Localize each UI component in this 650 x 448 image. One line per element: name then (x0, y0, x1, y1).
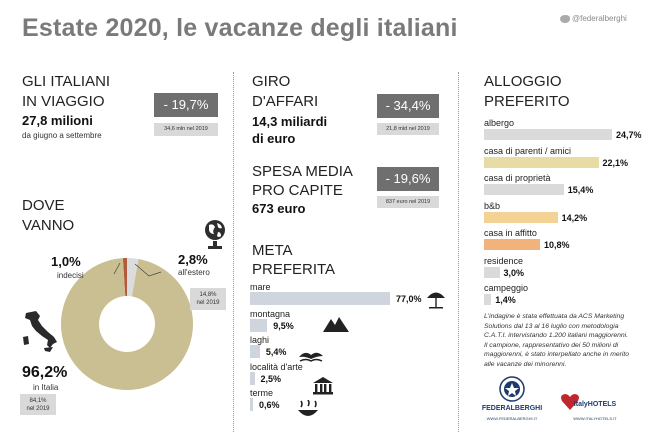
italia-value: 96,2% (22, 364, 68, 381)
twitter-handle-text: @federalberghi (572, 14, 627, 23)
spesa-change-badge: - 19,6% (377, 167, 439, 191)
affari-heading-2: D'AFFARI (252, 93, 319, 110)
italia-prev-note: 84,1% nel 2019 (20, 394, 56, 415)
indecisi-label: indecisi (57, 271, 84, 280)
survey-disclaimer: L'indagine è stata effettuata da ACS Mar… (484, 313, 630, 368)
meta-value-label: 9,5% (273, 320, 294, 331)
heart-logo-icon (561, 394, 579, 410)
italy-map-icon (23, 311, 57, 352)
twitter-icon (560, 14, 570, 23)
affari-prev-note: 21,8 mld nel 2019 (377, 123, 439, 135)
alloggio-value-label: 10,8% (543, 240, 570, 250)
viaggio-value: 27,8 milioni (22, 113, 93, 128)
pie-slice-estero (127, 258, 139, 297)
estero-leader-line (134, 263, 162, 277)
alloggio-value-label: 24,7% (616, 130, 642, 140)
dove-pie-chart (61, 258, 193, 390)
federalberghi-logo-icon (499, 376, 525, 402)
lake-icon (299, 352, 323, 362)
italia-prev-label: nel 2019 (26, 406, 50, 412)
dove-heading-2: VANNO (22, 217, 75, 234)
estero-prev-note: 14,8% nel 2019 (190, 288, 226, 310)
meta-category-label: località d'arte (250, 361, 303, 372)
alloggio-category-label: albergo (484, 118, 515, 128)
viaggio-prev-note: 34,6 mln nel 2019 (154, 123, 218, 136)
meta-value-label: 77,0% (396, 294, 422, 304)
meta-bar (250, 398, 253, 411)
meta-category-label: terme (250, 388, 274, 398)
meta-bar (250, 318, 268, 332)
meta-bar (250, 345, 260, 358)
alloggio-bar (484, 239, 540, 250)
temple-icon (313, 377, 333, 395)
meta-category-label: montagna (250, 308, 291, 319)
estero-prev-label: nel 2019 (196, 300, 220, 306)
alloggio-value-label: 15,4% (567, 185, 594, 195)
alloggio-category-label: casa in affitto (484, 228, 537, 238)
alloggio-heading-2: PREFERITO (484, 93, 570, 110)
federalberghi-url[interactable]: WWW.FEDERALBERGHI.IT (486, 416, 538, 421)
alloggio-category-label: residence (484, 255, 524, 266)
page-title: Estate 2020, le vacanze degli italiani (22, 14, 458, 42)
italia-label: in Italia (33, 383, 59, 392)
meta-bar (250, 292, 390, 305)
twitter-handle[interactable]: @federalberghi (560, 14, 627, 23)
meta-value-label: 2,5% (260, 373, 282, 384)
viaggio-period: da giugno a settembre (22, 131, 102, 140)
alloggio-bar (484, 129, 612, 140)
meta-value-label: 5,4% (265, 347, 287, 357)
viaggio-heading-2: IN VIAGGIO (22, 93, 105, 110)
meta-heading-2: PREFERITA (252, 261, 336, 278)
alloggio-category-label: campeggio (484, 283, 529, 293)
alloggio-bar (484, 294, 492, 305)
alloggio-value-label: 3,0% (503, 267, 525, 278)
estero-label: all'estero (178, 268, 210, 277)
column-separator-1 (233, 72, 234, 432)
spesa-heading-2: PRO CAPITE (252, 182, 343, 199)
meta-category-label: mare (250, 282, 271, 292)
beach-umbrella-icon (427, 292, 445, 309)
italyhotels-logo[interactable]: ItalyHOTELS (573, 401, 617, 408)
indecisi-value: 1,0% (51, 254, 81, 269)
viaggio-change-badge: - 19,7% (154, 93, 218, 117)
meta-value-label: 0,6% (259, 400, 280, 410)
pie-slice-indecisi (122, 258, 127, 297)
alloggio-heading-1: ALLOGGIO (484, 73, 562, 90)
italyhotels-url[interactable]: WWW.ITALYHOTELS.IT (573, 416, 617, 421)
spesa-prev-note: 837 euro nel 2019 (377, 196, 439, 208)
federalberghi-logo[interactable]: FEDERALBERGHI (481, 405, 543, 412)
column-separator-2 (458, 72, 459, 432)
alloggio-bar (484, 184, 564, 195)
pie-slice-italia (61, 258, 193, 390)
meta-bar (250, 371, 255, 385)
viaggio-heading-1: GLI ITALIANI (22, 73, 111, 90)
affari-heading-1: GIRO (252, 73, 291, 90)
mountain-icon (323, 317, 349, 332)
alloggio-category-label: casa di parenti / amici (484, 145, 572, 156)
alloggio-bar (484, 266, 500, 278)
alloggio-value-label: 22,1% (602, 157, 629, 168)
alloggio-value-label: 14,2% (561, 212, 588, 223)
globe-icon (205, 220, 225, 249)
spesa-heading-1: SPESA MEDIA (252, 163, 353, 180)
meta-category-label: laghi (250, 335, 270, 345)
alloggio-category-label: casa di proprietà (484, 173, 551, 183)
spesa-value: 673 euro (252, 201, 306, 216)
affari-value-1: 14,3 miliardi (252, 114, 328, 129)
indecisi-leader-line (113, 262, 121, 275)
alloggio-value-label: 1,4% (495, 295, 516, 305)
affari-value-2: di euro (252, 131, 296, 146)
affari-change-badge: - 34,4% (377, 94, 439, 118)
italia-prev-value: 84,1% (29, 398, 47, 404)
meta-heading-1: META (252, 242, 293, 259)
alloggio-bar (484, 156, 599, 168)
estero-value: 2,8% (178, 252, 208, 267)
estero-prev-value: 14,8% (199, 292, 217, 298)
dove-heading-1: DOVE (22, 197, 65, 214)
alloggio-category-label: b&b (484, 200, 501, 211)
alloggio-bar (484, 211, 558, 223)
spa-icon (298, 400, 318, 416)
